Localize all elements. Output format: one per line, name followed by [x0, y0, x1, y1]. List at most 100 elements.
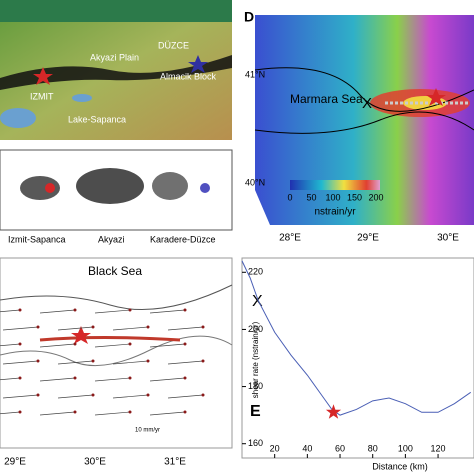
- vector: [94, 377, 131, 382]
- colorbar-tick-label: 200: [368, 192, 383, 202]
- vector: [2, 394, 39, 399]
- vector: [167, 326, 204, 331]
- lon-label: 28°E: [279, 233, 301, 244]
- colorbar-tick-label: 150: [347, 192, 362, 202]
- lake-sapanca: [72, 94, 92, 102]
- site: [201, 359, 205, 363]
- colorbar: [290, 180, 380, 190]
- x-tick-label: 120: [431, 443, 446, 453]
- vector: [0, 343, 21, 347]
- vector: [39, 377, 76, 382]
- label: Lake-Sapanca: [68, 114, 126, 124]
- site: [36, 359, 40, 363]
- star: [45, 183, 55, 193]
- vector: [167, 394, 204, 399]
- colorbar-tick-label: 0: [287, 192, 292, 202]
- vector: [0, 411, 21, 415]
- site: [146, 359, 150, 363]
- sea: [0, 0, 232, 22]
- vector: [39, 411, 76, 416]
- fault: [39, 336, 181, 342]
- vector: [149, 411, 186, 416]
- x-axis-label: Distance (km): [372, 461, 428, 471]
- site: [73, 308, 77, 312]
- line: [241, 260, 472, 416]
- coast: [0, 284, 233, 310]
- site: [183, 308, 187, 312]
- coast: [0, 335, 233, 367]
- site: [183, 342, 187, 346]
- site: [18, 342, 22, 346]
- x-tick-label: 80: [368, 443, 378, 453]
- point-label: X: [362, 95, 372, 112]
- sea-label: Black Sea: [88, 264, 142, 278]
- legend: Akyazi: [98, 234, 125, 244]
- vector: [57, 394, 94, 399]
- annotation: E: [250, 403, 261, 420]
- vector: [57, 360, 94, 365]
- cluster: [20, 176, 60, 200]
- vector: [112, 326, 149, 331]
- site: [128, 376, 132, 380]
- lon-label: 31°E: [164, 457, 186, 468]
- lon-label: 30°E: [84, 457, 106, 468]
- map-a: DÜZCE Akyazi Plain Almacik Block IZMIT L…: [0, 0, 232, 140]
- lon-label: 29°E: [357, 233, 379, 244]
- colorbar-unit: nstrain/yr: [314, 207, 356, 218]
- seismicity: [0, 55, 232, 90]
- label: DÜZCE: [158, 40, 189, 50]
- lake: [0, 108, 36, 128]
- site: [73, 376, 77, 380]
- frame: [0, 257, 233, 449]
- vector: [94, 411, 131, 416]
- coast: [254, 67, 474, 112]
- cluster: [76, 168, 144, 204]
- vector: [149, 309, 186, 314]
- site: [91, 393, 95, 397]
- site: [18, 308, 22, 312]
- x-tick-label: 100: [398, 443, 413, 453]
- vector: [39, 309, 76, 314]
- x-tick-label: 40: [302, 443, 312, 453]
- vector: [57, 326, 94, 331]
- sea-label: Marmara Sea: [290, 92, 363, 106]
- site: [201, 325, 205, 329]
- vector: [39, 343, 76, 348]
- panel-letter: D: [244, 9, 254, 25]
- site: [91, 359, 95, 363]
- lat-label: 41°N: [245, 69, 265, 79]
- label: Almacik Block: [160, 71, 217, 81]
- label: Akyazi Plain: [90, 52, 139, 62]
- star: [71, 326, 91, 344]
- annotation: X: [252, 293, 263, 310]
- site: [183, 410, 187, 414]
- site: [36, 325, 40, 329]
- y-tick-label: 180: [248, 381, 263, 391]
- site: [146, 393, 150, 397]
- vector: [0, 377, 21, 381]
- map-v: Black Sea 10 mm/yr 29°E 30°E 31°E: [0, 257, 233, 468]
- x-tick-label: 60: [335, 443, 345, 453]
- site: [18, 376, 22, 380]
- plot-area: [241, 257, 474, 459]
- site: [183, 376, 187, 380]
- star: [33, 67, 53, 85]
- y-tick-label: 160: [248, 438, 263, 448]
- vector: [149, 377, 186, 382]
- site: [36, 393, 40, 397]
- x-tick-label: 20: [270, 443, 280, 453]
- y-tick-label: 200: [248, 324, 263, 334]
- label: IZMIT: [30, 91, 54, 101]
- vector: [94, 343, 131, 348]
- legend: Karadere-Düzce: [150, 234, 216, 244]
- vector: [94, 309, 131, 314]
- lon-label: 29°E: [4, 457, 26, 468]
- vector: [2, 360, 39, 365]
- coast: [254, 111, 474, 134]
- site: [128, 342, 132, 346]
- vector: [2, 326, 39, 331]
- vectors: [0, 308, 205, 416]
- star: [426, 88, 446, 106]
- vector: [167, 360, 204, 365]
